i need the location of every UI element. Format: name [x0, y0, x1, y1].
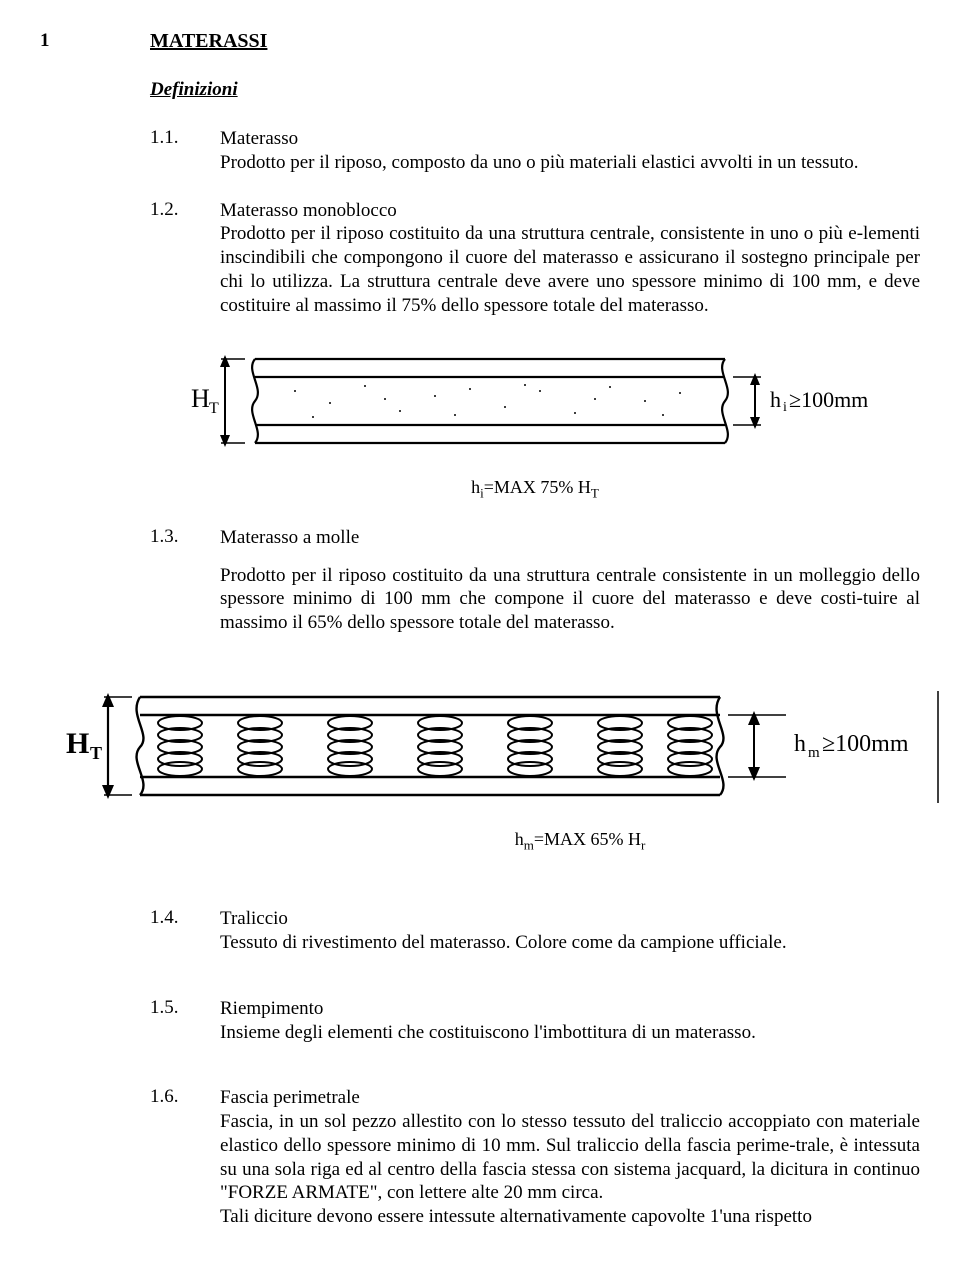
definition-number: 1.2. [150, 199, 220, 318]
definition-label: Materasso monoblocco [220, 200, 397, 221]
definition-number: 1.3. [150, 526, 220, 635]
definition-text: Insieme degli elementi che costituiscono… [220, 1022, 756, 1043]
svg-text:H: H [191, 384, 210, 413]
definition-1-1: 1.1. Materasso Prodotto per il riposo, c… [150, 127, 920, 175]
definition-label: Traliccio [220, 908, 288, 929]
definition-text: Prodotto per il riposo costituito da una… [220, 223, 920, 315]
svg-text:≥100mm: ≥100mm [822, 731, 909, 757]
sub-title: Definizioni [150, 79, 920, 101]
definition-label: Materasso a molle [220, 527, 359, 548]
svg-text:h: h [794, 731, 806, 757]
svg-text:h: h [770, 387, 781, 412]
definition-text: Prodotto per il riposo, composto da uno … [220, 152, 859, 173]
definition-label: Riempimento [220, 998, 323, 1019]
definition-body: Materasso monoblocco Prodotto per il rip… [220, 199, 920, 318]
definition-1-6: 1.6. Fascia perimetrale Fascia, in un so… [150, 1086, 920, 1229]
definition-body: Materasso a molle Prodotto per il riposo… [220, 526, 920, 635]
figure-molle: H T [40, 683, 920, 854]
definition-number: 1.1. [150, 127, 220, 175]
svg-text:m: m [808, 745, 820, 761]
definition-body: Riempimento Insieme degli elementi che c… [220, 997, 920, 1045]
svg-text:H: H [66, 727, 89, 760]
main-title: MATERASSI [150, 30, 920, 53]
svg-text:T: T [90, 743, 102, 763]
definition-label: Fascia perimetrale [220, 1087, 360, 1108]
document-page: 1 MATERASSI Definizioni 1.1. Materasso P… [0, 0, 960, 1259]
definition-body: Materasso Prodotto per il riposo, compos… [220, 127, 920, 175]
lower-definitions: 1.4. Traliccio Tessuto di rivestimento d… [40, 877, 920, 1229]
definition-number: 1.5. [150, 997, 220, 1045]
definition-1-2: 1.2. Materasso monoblocco Prodotto per i… [150, 199, 920, 318]
definition-body: Traliccio Tessuto di rivestimento del ma… [220, 907, 920, 955]
definition-number: 1.4. [150, 907, 220, 955]
definition-number: 1.6. [150, 1086, 220, 1229]
svg-text:T: T [209, 400, 219, 417]
definition-body: Fascia perimetrale Fascia, in un sol pez… [220, 1086, 920, 1229]
definition-text: Fascia, in un sol pezzo allestito con lo… [220, 1111, 920, 1227]
definition-1-5: 1.5. Riempimento Insieme degli elementi … [150, 997, 920, 1045]
header-row: 1 MATERASSI Definizioni 1.1. Materasso P… [40, 30, 920, 659]
definition-text: Prodotto per il riposo costituito da una… [220, 565, 920, 634]
content-column: MATERASSI Definizioni 1.1. Materasso Pro… [150, 30, 920, 659]
figure-monoblocco: H T [150, 341, 920, 502]
monoblocco-diagram: H T [185, 341, 885, 461]
molle-diagram: H T [60, 683, 940, 813]
figure2-caption: hm=MAX 65% Hr [515, 829, 646, 854]
svg-text:i: i [783, 400, 787, 415]
chapter-number: 1 [40, 30, 150, 52]
definition-label: Materasso [220, 128, 298, 149]
definition-text: Tessuto di rivestimento del materasso. C… [220, 932, 787, 953]
definition-1-3: 1.3. Materasso a molle Prodotto per il r… [150, 526, 920, 635]
definition-1-4: 1.4. Traliccio Tessuto di rivestimento d… [150, 907, 920, 955]
figure1-caption: hi=MAX 75% HT [471, 477, 599, 502]
svg-text:≥100mm: ≥100mm [789, 387, 868, 412]
